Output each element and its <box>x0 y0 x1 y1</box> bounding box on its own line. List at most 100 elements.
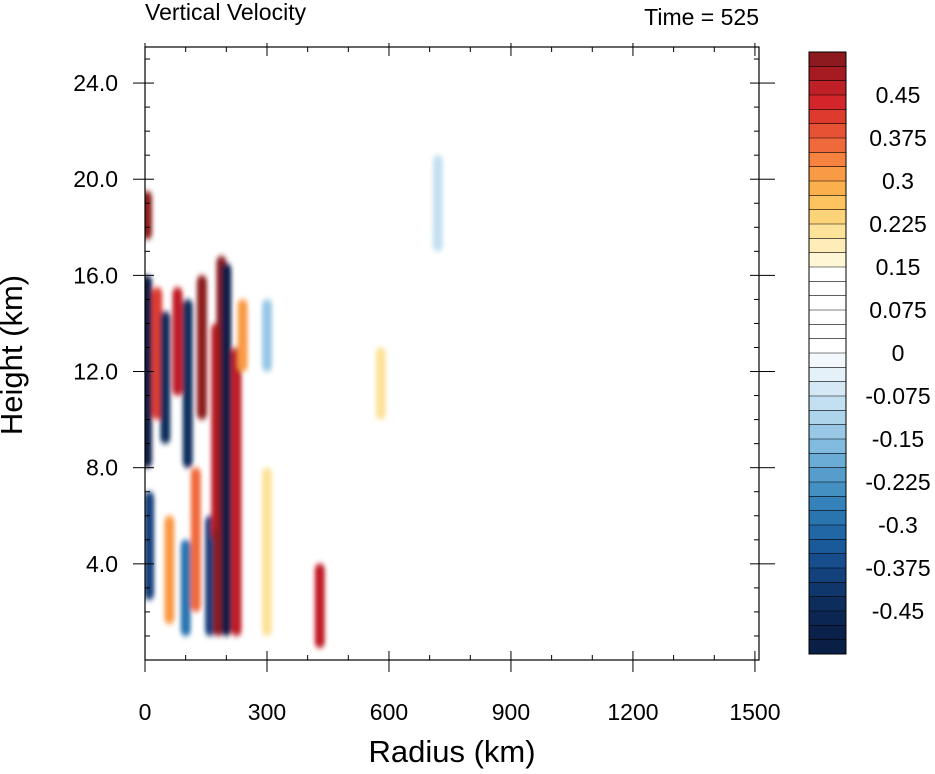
colorbar-label: 0.225 <box>869 211 927 237</box>
colorbar-swatch <box>809 109 846 124</box>
colorbar-swatch <box>809 252 846 268</box>
velocity-cell <box>237 299 248 372</box>
colorbar-label: -0.075 <box>865 383 930 409</box>
y-tick-label: 12.0 <box>73 359 118 385</box>
colorbar-label: -0.45 <box>872 598 924 624</box>
x-tick-label: 300 <box>248 699 286 725</box>
colorbar-swatch <box>809 181 846 196</box>
colorbar-swatch <box>809 482 846 497</box>
colorbar-swatch <box>809 424 846 440</box>
colorbar-frame <box>808 51 847 655</box>
velocity-cell <box>180 539 191 636</box>
y-tick-label: 8.0 <box>86 455 118 481</box>
x-tick-label: 0 <box>139 699 152 725</box>
velocity-cell <box>152 287 163 420</box>
velocity-cell <box>375 347 386 420</box>
colorbar-swatch <box>809 625 846 640</box>
y-axis-tick-labels: 4.0 8.0 12.0 16.0 20.0 24.0 <box>73 70 118 577</box>
x-tick-label: 900 <box>492 699 530 725</box>
colorbar-swatch <box>809 596 846 612</box>
plot-frame <box>144 46 760 661</box>
y-tick-label: 20.0 <box>73 166 118 192</box>
velocity-cell <box>145 191 152 240</box>
colorbar-swatch <box>809 238 846 253</box>
colorbar <box>808 51 847 655</box>
velocity-cell <box>172 287 183 396</box>
chart-title: Vertical Velocity <box>145 0 307 25</box>
velocity-cell <box>196 275 207 420</box>
colorbar-swatch <box>809 467 846 483</box>
velocity-cell <box>164 515 175 624</box>
velocity-cell <box>182 299 193 468</box>
velocity-cell <box>231 347 242 636</box>
y-axis-label: Height (km) <box>0 275 29 435</box>
velocity-cell <box>221 263 232 636</box>
colorbar-swatch <box>809 410 846 425</box>
velocity-cell <box>424 131 435 228</box>
colorbar-swatch <box>809 324 846 339</box>
colorbar-swatch <box>809 295 846 311</box>
y-tick-label: 16.0 <box>73 262 118 288</box>
colorbar-label: 0.3 <box>882 168 914 194</box>
x-axis-label: Radius (km) <box>368 734 535 769</box>
velocity-cell <box>205 515 216 636</box>
velocity-cell <box>314 563 325 648</box>
colorbar-swatch <box>809 539 846 554</box>
colorbar-swatch <box>809 439 846 454</box>
colorbar-swatch <box>809 611 846 626</box>
colorbar-swatch <box>809 281 846 296</box>
velocity-field <box>145 131 443 648</box>
velocity-cell <box>262 467 272 636</box>
colorbar-swatch <box>809 166 846 182</box>
colorbar-swatch <box>809 396 846 411</box>
colorbar-label: 0.375 <box>869 125 927 151</box>
colorbar-swatch <box>809 209 846 225</box>
colorbar-label: 0.45 <box>876 82 921 108</box>
colorbar-swatch <box>809 95 846 110</box>
x-tick-label: 1500 <box>729 699 780 725</box>
x-tick-label: 600 <box>370 699 408 725</box>
colorbar-swatch <box>809 496 846 511</box>
colorbar-swatch <box>809 52 846 67</box>
y-tick-label: 24.0 <box>73 70 118 96</box>
colorbar-swatch <box>809 453 846 468</box>
colorbar-swatch <box>809 152 846 167</box>
y-axis-ticks <box>133 58 775 637</box>
colorbar-swatch <box>809 353 846 368</box>
velocity-cell <box>262 299 272 372</box>
colorbar-swatch <box>809 138 846 153</box>
colorbar-label: 0.15 <box>876 254 921 280</box>
colorbar-swatch <box>809 510 846 526</box>
velocity-cell <box>160 311 171 444</box>
colorbar-label: -0.3 <box>878 512 918 538</box>
velocity-cell <box>145 491 155 600</box>
colorbar-swatch <box>809 338 846 354</box>
colorbar-swatch <box>809 568 846 583</box>
velocity-cell <box>432 155 443 252</box>
colorbar-swatch <box>809 80 846 96</box>
chart-subtitle: Time = 525 <box>644 4 759 30</box>
x-axis-ticks <box>144 43 756 672</box>
colorbar-swatch <box>809 310 846 325</box>
colorbar-label: -0.225 <box>865 469 930 495</box>
colorbar-swatch <box>809 639 846 655</box>
colorbar-label: 0.075 <box>869 297 927 323</box>
colorbar-label: 0 <box>892 340 905 366</box>
colorbar-labels: 0.45 0.375 0.3 0.225 0.15 0.075 0 -0.075 -0.15 -0… <box>865 82 930 624</box>
velocity-cell <box>190 467 201 612</box>
colorbar-swatch <box>809 267 846 282</box>
colorbar-swatch <box>809 381 846 397</box>
colorbar-label: -0.375 <box>865 555 930 581</box>
colorbar-swatch <box>809 66 846 81</box>
colorbar-swatch <box>809 123 846 139</box>
colorbar-swatch <box>809 582 846 597</box>
colorbar-swatch <box>809 525 846 540</box>
colorbar-swatch <box>809 224 846 239</box>
colorbar-swatch <box>809 195 846 210</box>
colorbar-swatch <box>809 553 846 569</box>
colorbar-label: -0.15 <box>872 426 924 452</box>
y-tick-label: 4.0 <box>86 551 118 577</box>
x-axis-tick-labels: 0 300 600 900 1200 1500 <box>139 699 781 725</box>
x-tick-label: 1200 <box>607 699 658 725</box>
